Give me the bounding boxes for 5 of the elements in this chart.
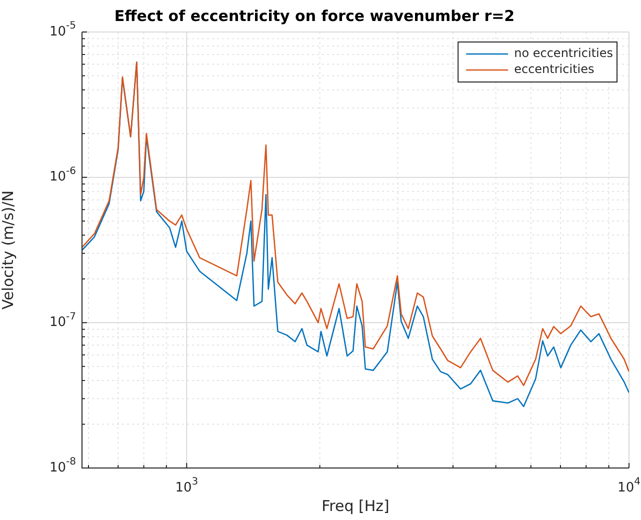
y-axis-title: Velocity (m/s)/N — [0, 190, 17, 310]
legend-label: no eccentricities — [514, 46, 613, 60]
chart-title: Effect of eccentricity on force wavenumber r=2 — [114, 6, 515, 25]
x-axis-title: Freq [Hz] — [322, 496, 390, 515]
legend-label: eccentricities — [514, 62, 594, 76]
